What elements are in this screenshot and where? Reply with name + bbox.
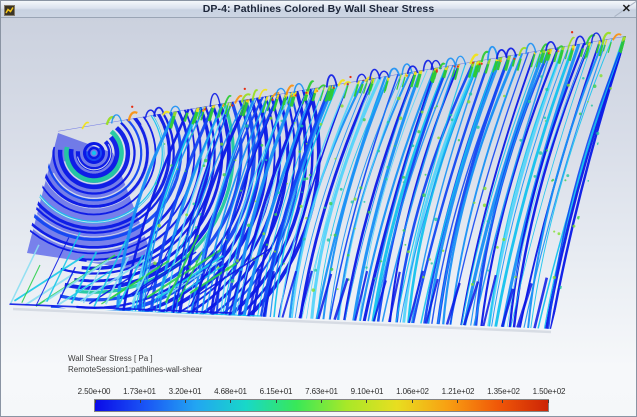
viewport-3d[interactable]: Wall Shear Stress [ Pa ] RemoteSession1:…	[1, 18, 636, 416]
colorbar-tick-label: 2.50e+00	[77, 387, 111, 396]
colorbar-tick-mark	[321, 400, 322, 403]
colorbar-tick-mark	[411, 400, 413, 403]
colorbar-tick-label: 1.06e+02	[396, 387, 429, 396]
legend-title: Wall Shear Stress [ Pa ]	[68, 354, 153, 363]
colorbar-tick-label: 1.50e+02	[532, 387, 566, 396]
close-button[interactable]: ✕	[621, 3, 631, 15]
colorbar-tick-mark	[139, 400, 141, 403]
colorbar-tick-label: 1.35e+02	[487, 387, 520, 396]
colorbar-tick-mark	[547, 400, 549, 403]
colorbar-tick-mark	[456, 400, 458, 403]
colorbar-tick-label: 1.21e+02	[441, 387, 475, 396]
colorbar-tick-label: 9.10e+01	[350, 387, 384, 396]
colorbar-tick-mark	[94, 400, 96, 403]
colorbar-tick-label: 7.63e+01	[305, 387, 338, 396]
colorbar-tick-mark	[230, 400, 232, 403]
colorbar-tick-label: 4.68e+01	[214, 387, 247, 396]
colorbar-labels: 2.50e+00 1.73e+01 3.20e+01 4.68e+01 6.15e+01…	[1, 387, 636, 397]
colorbar-tick-mark	[275, 400, 277, 403]
colorbar-tick-mark	[502, 400, 504, 403]
title-bar: DP-4: Pathlines Colored By Wall Shear St…	[1, 1, 636, 18]
colorbar-tick-mark	[185, 400, 187, 403]
legend-block: Wall Shear Stress [ Pa ] RemoteSession1:…	[68, 353, 202, 375]
colorbar-tick-label: 3.20e+01	[168, 387, 202, 396]
chart-app-icon	[4, 3, 15, 16]
colorbar-tick-mark	[366, 400, 368, 403]
window-title: DP-4: Pathlines Colored By Wall Shear St…	[202, 3, 435, 15]
colorbar-tick-label: 6.15e+01	[259, 387, 293, 396]
legend-subtitle: RemoteSession1:pathlines-wall-shear	[68, 365, 203, 374]
colorbar	[94, 399, 549, 412]
colorbar-tick-label: 1.73e+01	[123, 387, 156, 396]
